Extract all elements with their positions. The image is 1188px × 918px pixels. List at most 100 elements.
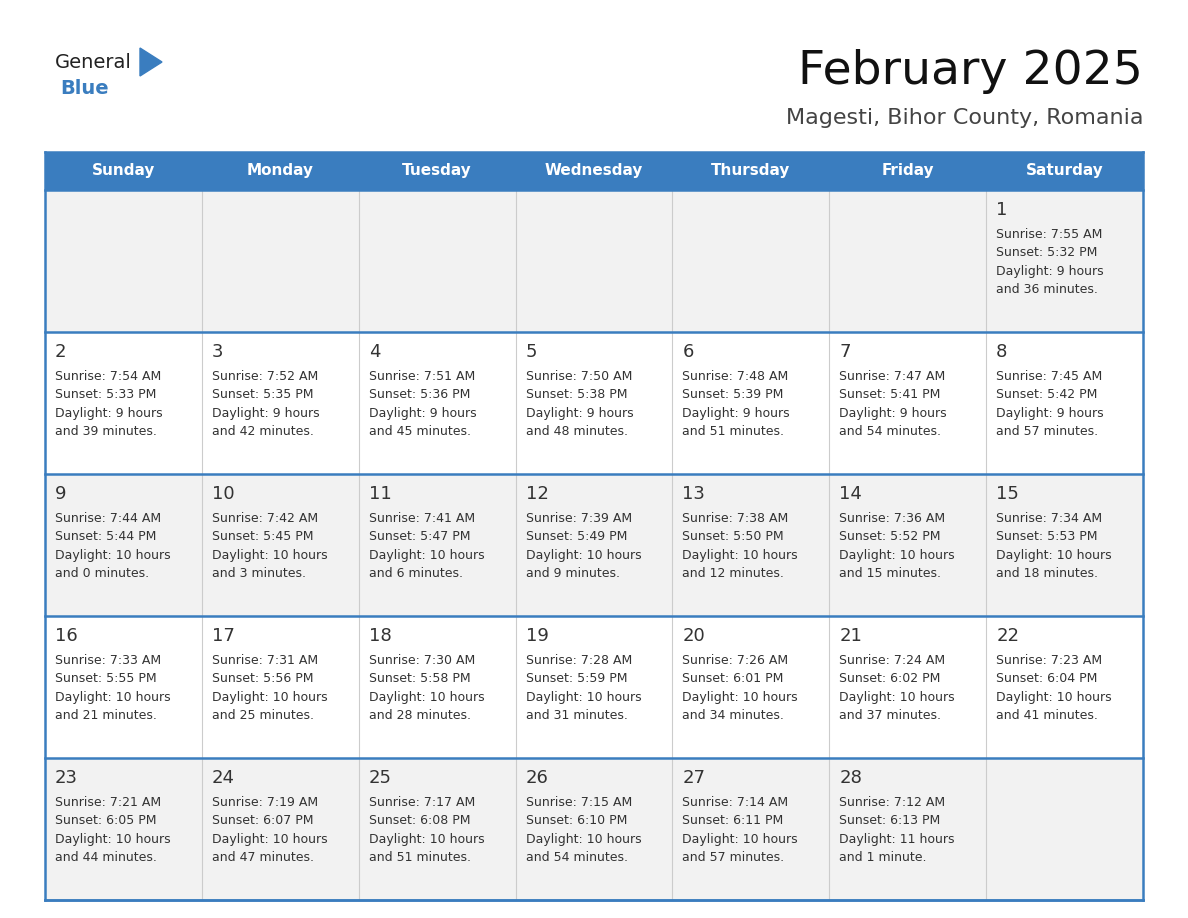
Bar [202,474,359,616]
Text: Sunset: 6:02 PM: Sunset: 6:02 PM [839,672,941,685]
Bar [45,474,202,616]
Bar [672,758,829,900]
Text: Sunrise: 7:50 AM: Sunrise: 7:50 AM [525,370,632,383]
Text: Saturday: Saturday [1025,163,1104,178]
Text: and 9 minutes.: and 9 minutes. [525,567,620,580]
Text: 15: 15 [997,485,1019,503]
Text: Sunset: 5:33 PM: Sunset: 5:33 PM [55,388,157,401]
Text: 5: 5 [525,343,537,361]
Text: 10: 10 [211,485,234,503]
Bar [986,474,1143,616]
Text: and 25 minutes.: and 25 minutes. [211,709,314,722]
Text: Daylight: 10 hours: Daylight: 10 hours [997,690,1112,703]
Text: Sunset: 5:38 PM: Sunset: 5:38 PM [525,388,627,401]
Text: and 37 minutes.: and 37 minutes. [839,709,941,722]
Text: 18: 18 [368,627,392,645]
Text: General: General [55,52,132,72]
Text: 22: 22 [997,627,1019,645]
Text: and 54 minutes.: and 54 minutes. [839,425,941,438]
Text: Sunset: 5:45 PM: Sunset: 5:45 PM [211,530,314,543]
Text: Magesti, Bihor County, Romania: Magesti, Bihor County, Romania [785,108,1143,128]
Bar [202,190,359,332]
Text: Sunset: 6:01 PM: Sunset: 6:01 PM [682,672,784,685]
Text: Sunrise: 7:39 AM: Sunrise: 7:39 AM [525,511,632,524]
Text: Daylight: 10 hours: Daylight: 10 hours [55,833,171,845]
Text: Sunset: 6:10 PM: Sunset: 6:10 PM [525,814,627,827]
Text: and 12 minutes.: and 12 minutes. [682,567,784,580]
Text: and 1 minute.: and 1 minute. [839,851,927,864]
Text: Daylight: 9 hours: Daylight: 9 hours [839,407,947,420]
Text: Sunrise: 7:41 AM: Sunrise: 7:41 AM [368,511,475,524]
Text: Daylight: 10 hours: Daylight: 10 hours [211,833,328,845]
Text: Sunrise: 7:19 AM: Sunrise: 7:19 AM [211,796,318,809]
Text: Sunset: 5:56 PM: Sunset: 5:56 PM [211,672,314,685]
Text: Monday: Monday [247,163,314,178]
Text: and 42 minutes.: and 42 minutes. [211,425,314,438]
Text: Sunset: 6:11 PM: Sunset: 6:11 PM [682,814,784,827]
Bar [359,474,516,616]
Text: and 48 minutes.: and 48 minutes. [525,425,627,438]
Text: and 57 minutes.: and 57 minutes. [682,851,784,864]
Text: 19: 19 [525,627,549,645]
Text: Sunrise: 7:47 AM: Sunrise: 7:47 AM [839,370,946,383]
Text: Sunrise: 7:23 AM: Sunrise: 7:23 AM [997,654,1102,666]
Text: Wednesday: Wednesday [545,163,643,178]
Bar [359,758,516,900]
Text: and 0 minutes.: and 0 minutes. [55,567,150,580]
Bar [986,190,1143,332]
Bar [986,758,1143,900]
Text: Sunset: 5:55 PM: Sunset: 5:55 PM [55,672,157,685]
Text: Thursday: Thursday [712,163,790,178]
Text: Sunrise: 7:51 AM: Sunrise: 7:51 AM [368,370,475,383]
Text: 23: 23 [55,769,78,787]
Text: Sunset: 6:05 PM: Sunset: 6:05 PM [55,814,157,827]
Text: Sunset: 5:59 PM: Sunset: 5:59 PM [525,672,627,685]
Text: Sunset: 5:44 PM: Sunset: 5:44 PM [55,530,157,543]
Text: and 39 minutes.: and 39 minutes. [55,425,157,438]
Bar [516,190,672,332]
Text: Daylight: 9 hours: Daylight: 9 hours [55,407,163,420]
Text: 1: 1 [997,201,1007,219]
Bar [672,332,829,474]
Text: Sunset: 6:07 PM: Sunset: 6:07 PM [211,814,314,827]
Text: 12: 12 [525,485,549,503]
Text: Sunrise: 7:30 AM: Sunrise: 7:30 AM [368,654,475,666]
Bar [202,332,359,474]
Text: 7: 7 [839,343,851,361]
Text: Daylight: 10 hours: Daylight: 10 hours [525,548,642,562]
Text: Daylight: 10 hours: Daylight: 10 hours [368,690,485,703]
Text: 25: 25 [368,769,392,787]
Bar [829,190,986,332]
Bar [986,616,1143,758]
Text: Sunrise: 7:15 AM: Sunrise: 7:15 AM [525,796,632,809]
Bar [359,616,516,758]
Text: Sunrise: 7:33 AM: Sunrise: 7:33 AM [55,654,162,666]
Text: 16: 16 [55,627,77,645]
Bar [829,332,986,474]
Text: Daylight: 10 hours: Daylight: 10 hours [682,833,798,845]
Text: 26: 26 [525,769,549,787]
Text: Daylight: 10 hours: Daylight: 10 hours [525,833,642,845]
Text: Daylight: 9 hours: Daylight: 9 hours [682,407,790,420]
Text: Sunrise: 7:17 AM: Sunrise: 7:17 AM [368,796,475,809]
Text: 2: 2 [55,343,67,361]
Bar [672,474,829,616]
Text: Daylight: 10 hours: Daylight: 10 hours [368,833,485,845]
Text: Daylight: 10 hours: Daylight: 10 hours [682,548,798,562]
Text: and 15 minutes.: and 15 minutes. [839,567,941,580]
Text: Sunrise: 7:14 AM: Sunrise: 7:14 AM [682,796,789,809]
Text: 13: 13 [682,485,706,503]
Text: Sunrise: 7:48 AM: Sunrise: 7:48 AM [682,370,789,383]
Bar [829,474,986,616]
Text: Sunrise: 7:42 AM: Sunrise: 7:42 AM [211,511,318,524]
Text: Sunrise: 7:31 AM: Sunrise: 7:31 AM [211,654,318,666]
Bar [986,332,1143,474]
Text: Sunset: 5:52 PM: Sunset: 5:52 PM [839,530,941,543]
Bar [202,758,359,900]
Text: Sunrise: 7:55 AM: Sunrise: 7:55 AM [997,228,1102,241]
Bar [516,616,672,758]
Text: Sunday: Sunday [91,163,156,178]
Text: Sunrise: 7:44 AM: Sunrise: 7:44 AM [55,511,162,524]
Text: and 41 minutes.: and 41 minutes. [997,709,1098,722]
Text: and 6 minutes.: and 6 minutes. [368,567,462,580]
